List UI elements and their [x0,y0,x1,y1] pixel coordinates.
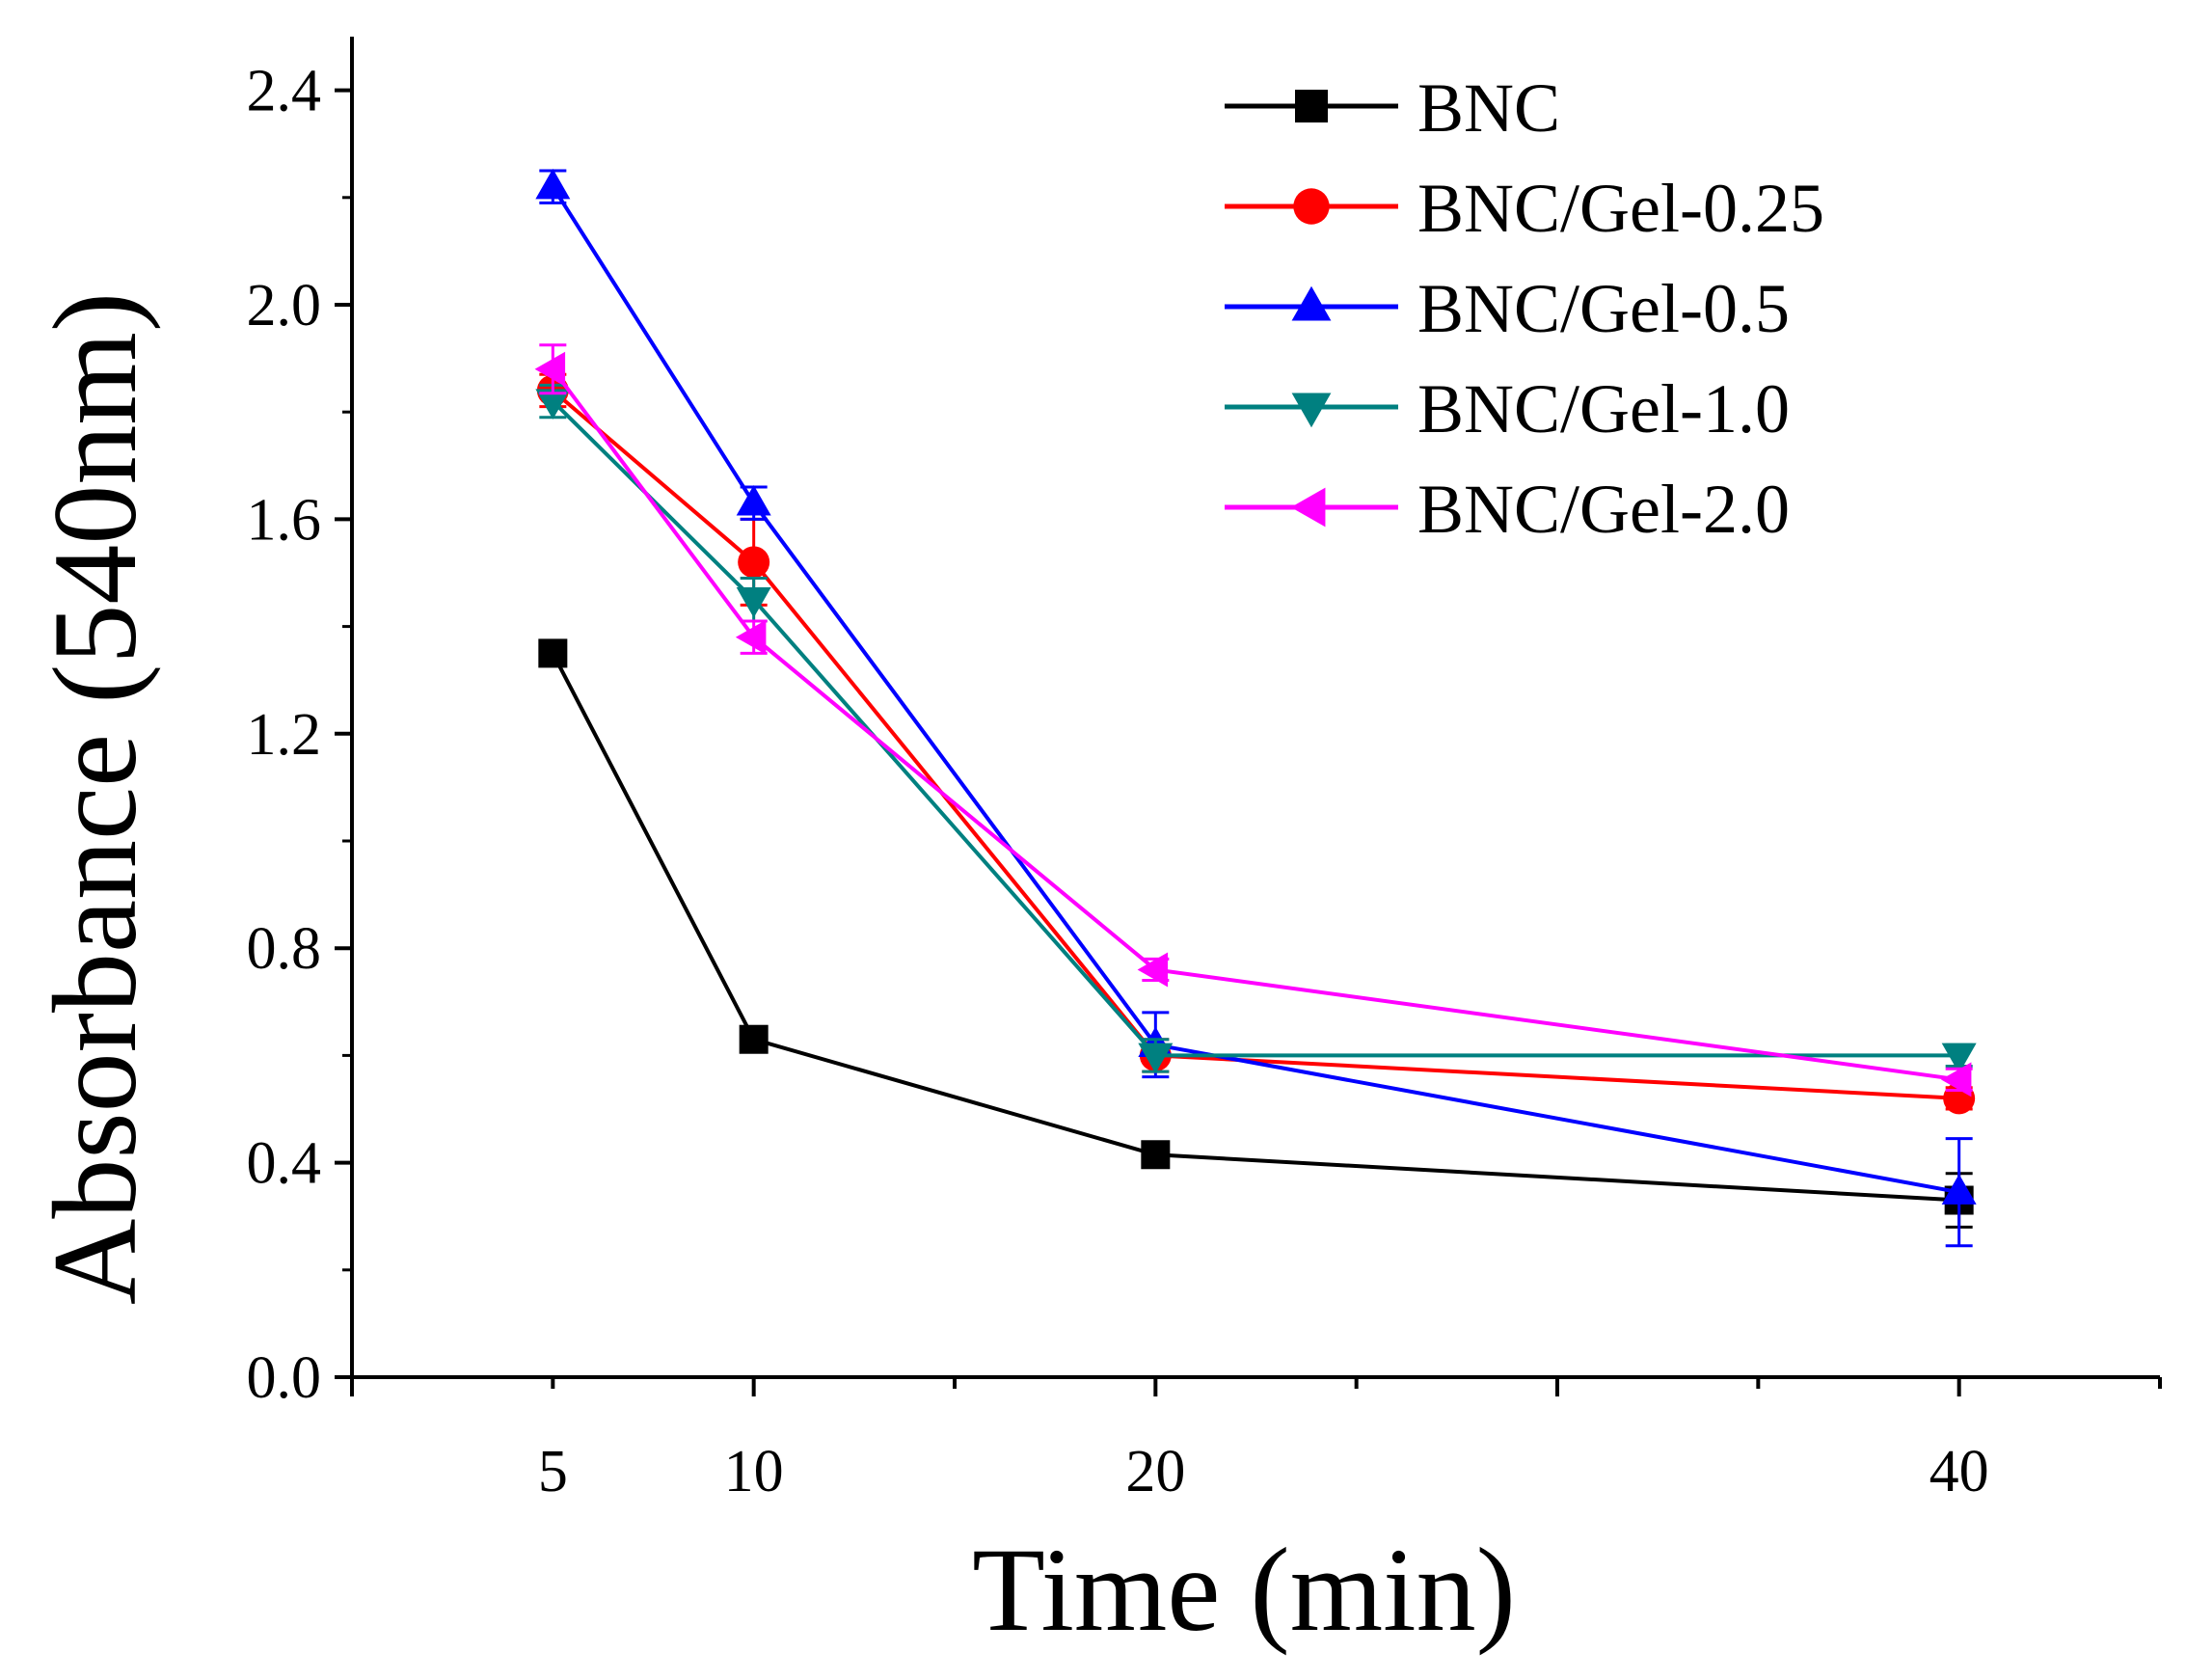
legend-marker [1291,285,1332,321]
legend-label: BNC/Gel-1.0 [1417,370,1790,447]
series-layer [534,168,1977,1248]
x-tick-label: 20 [1125,1439,1185,1504]
y-tick-label: 1.6 [247,487,322,553]
data-point [736,587,771,618]
x-axis-title: Time (min) [972,1524,1516,1656]
series-line [551,652,1959,1203]
data-point [534,351,566,387]
legend-marker [1290,487,1326,528]
axes: 0.0 0.4 0.8 1.2 1.6 2.0 2.4 5 10 20 40 [247,37,2162,1504]
legend-item: BNC/Gel-0.25 [1225,170,1824,247]
legend-label: BNC/Gel-0.5 [1417,270,1790,347]
data-point [1941,1174,1977,1205]
legend-marker [1293,188,1330,225]
series-line [551,185,1960,1195]
legend: BNC BNC/Gel-0.25 BNC/Gel-0.5 BNC/Gel-1.0 BNC… [1225,69,1824,548]
legend-label: BNC/Gel-2.0 [1417,471,1790,548]
y-tick-label: 0.8 [247,916,322,982]
data-point [1941,1043,1977,1074]
legend-item: BNC/Gel-1.0 [1225,370,1790,447]
legend-item: BNC [1225,69,1560,147]
y-axis-title: Absorbance (540nm) [29,292,161,1305]
y-tick-label: 0.4 [247,1131,322,1197]
data-point [1940,1062,1972,1097]
series-line [551,367,1959,1082]
y-tick-label: 2.0 [247,273,322,339]
x-tick-label: 5 [538,1439,568,1504]
data-point [736,484,771,516]
data-point [535,389,571,420]
legend-label: BNC [1417,69,1560,147]
y-tick-label: 1.2 [247,702,322,768]
data-point [1141,1140,1171,1170]
data-point [538,638,568,668]
legend-marker [1295,90,1328,122]
x-tick-label: 40 [1930,1439,1989,1504]
x-tick-label: 10 [724,1439,784,1504]
data-point [739,1024,769,1054]
data-point [535,168,571,200]
legend-label: BNC/Gel-0.25 [1417,170,1824,247]
series-bnc-gel-2-0 [534,343,1973,1097]
legend-marker [1291,393,1332,428]
series-line [552,389,1959,1100]
y-tick-label: 2.4 [247,59,322,124]
legend-item: BNC/Gel-2.0 [1225,471,1790,548]
data-point [1138,1043,1174,1074]
data-point [1137,952,1169,988]
series-bnc [538,638,1974,1229]
legend-item: BNC/Gel-0.5 [1225,270,1790,347]
y-tick-label: 0.0 [247,1345,322,1411]
data-point [738,546,770,579]
data-point [735,619,767,655]
